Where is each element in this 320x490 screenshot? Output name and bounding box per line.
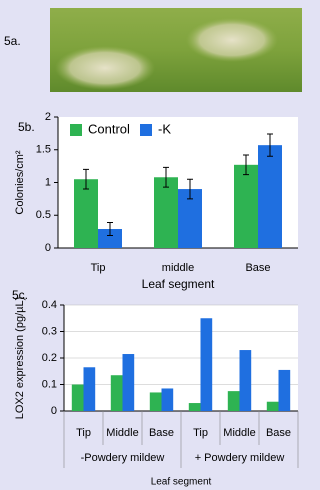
y-tick-label: 0 [45, 242, 51, 254]
x-tick-label: Base [149, 427, 174, 439]
bar [201, 318, 213, 411]
bar [162, 388, 174, 411]
y-tick-label: 0.4 [42, 299, 57, 311]
bar [72, 385, 84, 412]
legend-label: -K [158, 121, 171, 136]
y-tick-label: 0.2 [42, 352, 57, 364]
bar [228, 391, 240, 411]
bar [150, 392, 162, 411]
y-tick-label: 0 [51, 405, 57, 417]
legend-swatch [140, 124, 152, 136]
bar [267, 402, 279, 411]
group-label: + Powdery mildew [195, 452, 285, 464]
bar [189, 403, 201, 411]
x-tick-label: Base [245, 262, 270, 274]
y-tick-label: 2 [45, 111, 51, 123]
x-tick-label: Tip [91, 262, 106, 274]
bar [279, 370, 291, 411]
y-tick-label: 1 [45, 176, 51, 188]
bar [240, 350, 252, 411]
legend-swatch [70, 124, 82, 136]
page: 5a. 0 0.5 1 1.5 2 5b. Colonies/cm² Leaf segment… [0, 0, 320, 490]
legend-label: Control [88, 121, 130, 136]
x-tick-label: Middle [106, 427, 138, 439]
mildew-colony [186, 18, 278, 62]
bar [84, 367, 96, 411]
x-axis-label: Leaf segment [151, 477, 212, 488]
x-axis-label: Leaf segment [142, 277, 215, 291]
bar [123, 354, 135, 411]
bar [111, 375, 123, 411]
y-tick-label: 0.1 [42, 378, 57, 390]
figure: 5a. 0 0.5 1 1.5 2 5b. Colonies/cm² Leaf segment… [0, 0, 306, 490]
x-tick-label: Base [266, 427, 291, 439]
bar [154, 177, 178, 248]
y-axis-label: Colonies/cm² [14, 150, 26, 215]
x-tick-label: Tip [76, 427, 91, 439]
panel-label: 5a. [4, 34, 21, 48]
y-tick-label: 0.5 [36, 209, 51, 221]
group-label: -Powdery mildew [81, 452, 165, 464]
x-tick-label: Tip [193, 427, 208, 439]
y-tick-label: 1.5 [36, 144, 51, 156]
y-axis-label: LOX2 expression (pg/µL) [14, 297, 26, 420]
bar [234, 165, 258, 248]
panel-label: 5b. [18, 120, 35, 134]
bar [258, 145, 282, 248]
y-tick-label: 0.3 [42, 325, 57, 337]
mildew-colony [55, 46, 155, 90]
x-tick-label: Middle [223, 427, 255, 439]
x-tick-label: middle [162, 262, 194, 274]
